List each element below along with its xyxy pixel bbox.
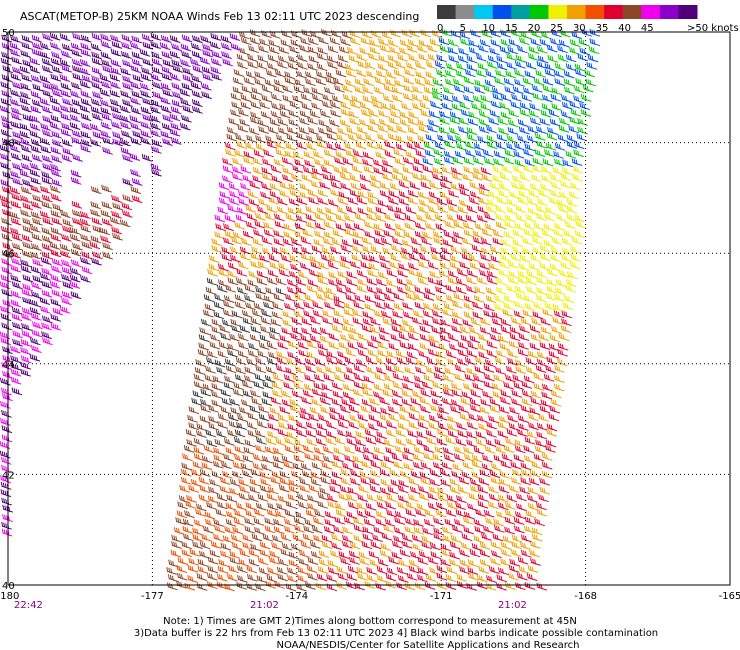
title: ASCAT(METOP-B) 25KM NOAA Winds Feb 13 02…: [20, 10, 419, 23]
barb-group: [0, 32, 242, 188]
legend-swatch: [659, 5, 679, 19]
y-label: 48: [2, 139, 15, 150]
wind-barbs: [0, 28, 601, 592]
legend-swatch: [622, 5, 642, 19]
note: NOAA/NESDIS/Center for Satellite Applica…: [276, 640, 579, 650]
legend-label: 30: [573, 23, 586, 34]
legend-label: 25: [550, 23, 563, 34]
time-label: 22:42: [14, 600, 43, 611]
legend-swatch: [678, 5, 698, 19]
legend-label: 20: [528, 23, 541, 34]
legend-swatch: [511, 5, 531, 19]
legend-label: 15: [505, 23, 518, 34]
barb-group: [423, 28, 600, 167]
x-label: -165: [719, 591, 740, 602]
barb-group: [170, 444, 334, 592]
barb-group: [422, 28, 601, 168]
legend-swatch: [641, 5, 661, 19]
x-label: -174: [285, 591, 308, 602]
x-label: -180: [0, 591, 19, 602]
legend-swatch: [604, 5, 624, 19]
note: 3)Data buffer is 22 hrs from Feb 13 02:1…: [134, 628, 658, 639]
y-label: 40: [2, 581, 15, 592]
x-label: -177: [141, 591, 164, 602]
barb-group: [191, 277, 287, 448]
time-label: 21:02: [250, 600, 279, 611]
y-label: 44: [2, 360, 15, 371]
barb-group: [1, 28, 353, 592]
time-label: 21:02: [498, 600, 527, 611]
plot-frame: [7, 31, 731, 586]
legend-label: >50 knots: [687, 23, 739, 34]
barb-group: [485, 164, 587, 312]
legend-label: 45: [641, 23, 654, 34]
legend-swatch: [585, 5, 605, 19]
legend-swatch: [455, 5, 475, 19]
legend-label: 40: [618, 23, 631, 34]
legend-swatch: [529, 5, 549, 19]
legend-swatch: [548, 5, 568, 19]
legend-label: 5: [460, 23, 466, 34]
legend-label: 0: [437, 23, 443, 34]
barb-group: [0, 140, 573, 592]
y-label: 46: [2, 249, 15, 260]
legend-swatch: [492, 5, 512, 19]
legend-swatch: [567, 5, 587, 19]
barb-group: [0, 165, 254, 537]
barb-group: [207, 29, 572, 591]
y-label: 50: [2, 28, 15, 39]
legend-swatch: [474, 5, 494, 19]
note: Note: 1) Times are GMT 2)Times along bot…: [163, 616, 577, 627]
legend-swatch: [437, 5, 457, 19]
y-label: 42: [2, 470, 15, 481]
x-label: -171: [430, 591, 453, 602]
x-label: -168: [574, 591, 597, 602]
legend-label: 35: [596, 23, 609, 34]
legend-label: 10: [482, 23, 495, 34]
